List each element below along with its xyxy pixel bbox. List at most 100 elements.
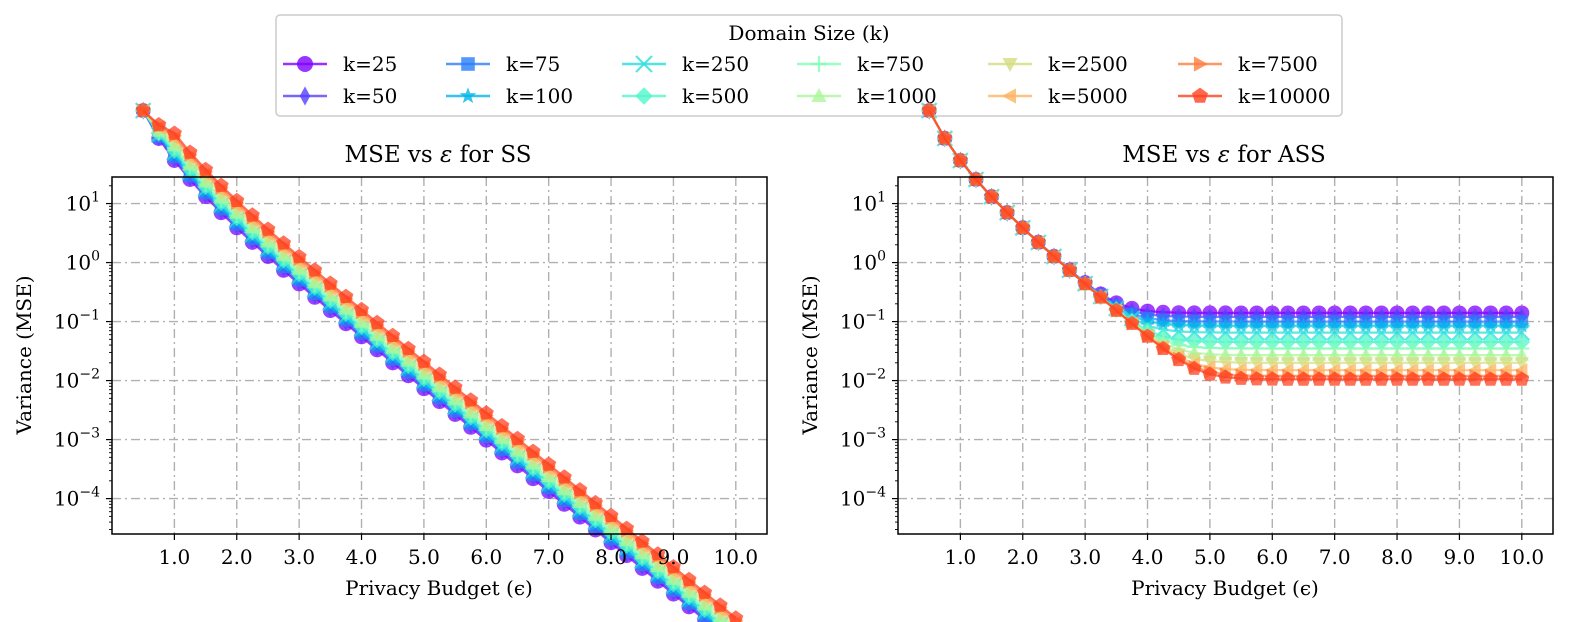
legend-entry-k=500: k=500: [622, 84, 749, 108]
data-point: [198, 161, 214, 176]
data-point: [494, 418, 510, 433]
data-point: [1233, 317, 1249, 333]
data-point: [1389, 357, 1405, 371]
data-point: [1249, 371, 1265, 386]
data-point: [1342, 317, 1359, 333]
data-point: [665, 559, 681, 574]
data-point: [1436, 357, 1451, 371]
legend-marker-square: [461, 57, 475, 71]
data-point: [1202, 366, 1218, 381]
legend-title: Domain Size (k): [728, 21, 889, 45]
data-point: [1218, 356, 1233, 370]
data-point: [1249, 357, 1264, 371]
data-point: [1483, 371, 1499, 386]
data-point: [1451, 324, 1468, 341]
data-point: [416, 353, 432, 368]
legend-marker-triangle-right: [1194, 56, 1208, 72]
y-tick-label: 10−4: [840, 485, 886, 511]
data-point: [1311, 357, 1327, 371]
data-point: [338, 288, 354, 303]
data-point: [135, 102, 151, 117]
legend-entry-k=750: k=750: [797, 52, 924, 76]
ass-series: [920, 101, 1531, 386]
ss-plot-frame: [111, 176, 768, 535]
data-point: [1280, 317, 1296, 333]
data-point: [1499, 357, 1514, 371]
data-point: [463, 392, 479, 407]
data-point: [650, 546, 666, 561]
legend-entry-k=5000: k=5000: [988, 84, 1128, 108]
x-tick-label: 10.0: [1500, 545, 1545, 569]
data-point: [1435, 324, 1453, 341]
data-point: [1388, 324, 1406, 341]
data-point: [1155, 340, 1171, 355]
x-tick-label: 3.0: [1069, 545, 1101, 569]
data-point: [1343, 357, 1358, 371]
x-tick-label: 6.0: [470, 545, 502, 569]
data-point: [307, 262, 323, 277]
ss-series: [134, 101, 744, 622]
legend-entry-k=50: k=50: [283, 84, 397, 108]
data-point: [1279, 324, 1297, 341]
data-point: [1374, 357, 1389, 371]
data-point: [1202, 355, 1217, 369]
data-point: [1326, 317, 1343, 333]
x-tick-label: 1.0: [158, 545, 190, 569]
data-point: [1467, 371, 1483, 386]
y-tick-label: 100: [66, 249, 100, 275]
x-tick-label: 1.0: [944, 545, 976, 569]
data-point: [369, 314, 385, 330]
series-line: [928, 110, 1522, 314]
legend-marker-x: [635, 55, 653, 73]
data-point: [1295, 324, 1312, 341]
data-point: [1342, 371, 1358, 386]
legend-entry-k=100: k=100: [446, 84, 573, 108]
data-point: [1232, 324, 1250, 341]
data-point: [1186, 323, 1203, 341]
legend-entry-k=75: k=75: [446, 52, 560, 76]
legend-entry-k=250: k=250: [622, 52, 749, 76]
ss-xlabel: Privacy Budget (ϵ): [345, 576, 533, 600]
data-point: [260, 221, 276, 236]
y-tick-label: 10−4: [54, 485, 100, 511]
data-point: [1108, 302, 1124, 317]
ass-panel-title: MSE vs ε for ASS: [1122, 142, 1326, 168]
data-point: [1139, 313, 1156, 328]
data-point: [541, 456, 557, 471]
data-point: [1358, 371, 1374, 386]
data-point: [322, 275, 338, 290]
data-point: [1498, 317, 1515, 333]
data-point: [634, 533, 650, 548]
y-tick-label: 10−1: [54, 308, 100, 334]
data-point: [1404, 317, 1421, 333]
data-point: [1062, 262, 1077, 277]
ss-panel: MSE vs ε for SS 1.0 2.0 3.0 4.0 5.0 6.0 7.0 8.0…: [12, 101, 768, 622]
ss-gridlines: [112, 177, 767, 534]
x-tick-label: 7.0: [533, 545, 565, 569]
data-point: [1451, 317, 1468, 333]
data-point: [697, 584, 713, 599]
data-point: [1483, 357, 1498, 371]
legend-marker-triangle-left: [1002, 88, 1016, 104]
data-point: [229, 192, 245, 207]
data-point: [712, 597, 728, 612]
x-tick-label: 2.0: [1007, 545, 1039, 569]
data-point: [588, 494, 603, 510]
data-point: [681, 571, 697, 587]
ass-panel: MSE vs ε for ASS 1.0 2.0 3.0 4.0 5.0 6.0 7.0 8.…: [798, 101, 1554, 600]
legend-marker-triangle-down: [1002, 58, 1018, 72]
legend-label: k=7500: [1238, 52, 1318, 76]
x-tick-label: 8.0: [1381, 545, 1413, 569]
data-point: [1513, 324, 1531, 341]
data-point: [1264, 371, 1280, 386]
y-tick-label: 10−1: [840, 308, 886, 334]
legend-label: k=50: [343, 84, 397, 108]
data-point: [1341, 324, 1359, 341]
data-point: [1265, 357, 1280, 371]
legend-marker-pentagon: [1192, 87, 1208, 103]
legend-marker-circle: [297, 56, 313, 72]
legend-label: k=100: [506, 84, 573, 108]
ss-title-symbol: ε: [440, 142, 452, 168]
data-point: [1140, 328, 1155, 343]
data-point: [572, 482, 588, 497]
